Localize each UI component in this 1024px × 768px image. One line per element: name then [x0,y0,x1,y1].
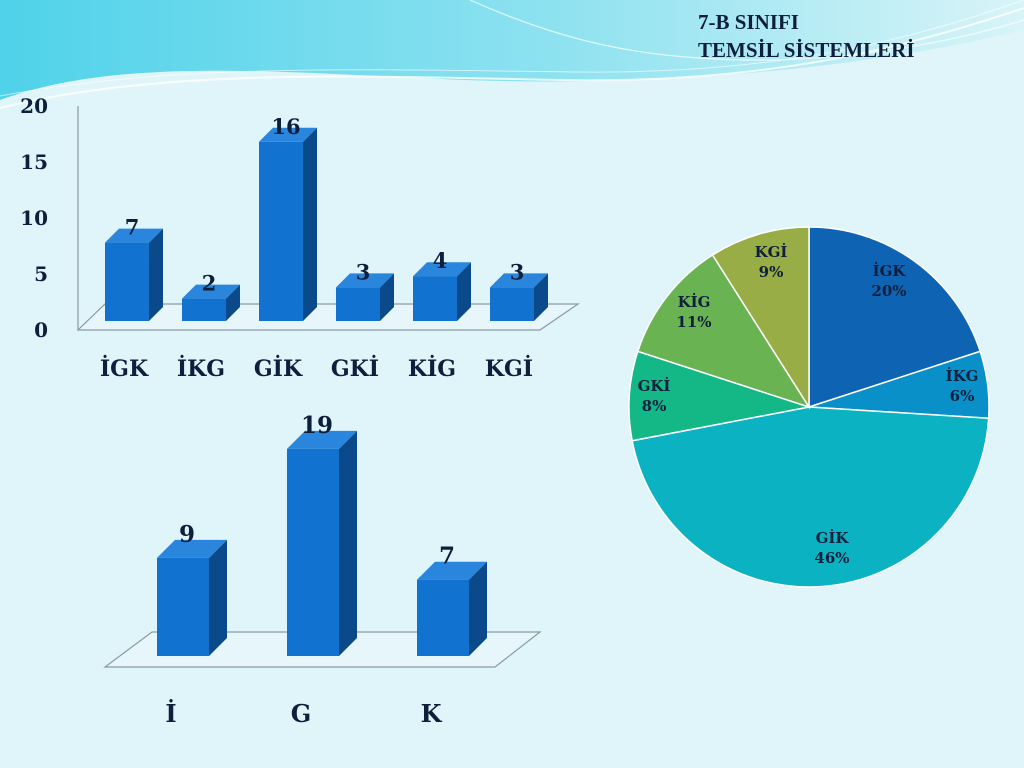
pie-label: GKİ [638,376,671,395]
data-label: 2 [202,271,217,296]
data-label: 16 [271,114,300,139]
pie-percent-label: 6% [950,387,975,405]
pie-label: KGİ [755,242,788,261]
data-label: 7 [125,215,140,240]
y-tick-label: 0 [34,318,48,342]
x-tick-label: İ [165,699,176,728]
pie-slice [628,350,810,442]
data-label: 3 [356,259,371,284]
pie-label: GİK [816,528,850,547]
bar [157,539,227,656]
bar [417,561,487,656]
pie-slice [808,226,982,409]
x-tick-label: İKG [177,354,225,382]
x-tick-label: G [291,699,312,728]
data-label: 4 [433,248,448,273]
bar [105,228,163,321]
pie-label: İKG [946,366,979,385]
pie-percent-label: 46% [814,549,849,567]
x-tick-label: KGİ [485,354,533,382]
bar [413,262,471,321]
x-tick-label: İGK [100,354,149,382]
x-tick-label: GİK [254,354,303,382]
pie-slice [631,406,990,588]
data-label: 9 [179,521,195,548]
pie-percent-label: 8% [642,397,667,415]
pie-percent-label: 20% [871,282,906,300]
pie-percent-label: 9% [759,263,784,281]
bar [336,273,394,321]
bar [259,127,317,321]
y-tick-label: 15 [20,150,48,174]
pie-slice [711,226,810,410]
bar [490,273,548,321]
x-tick-label: KİG [408,354,456,382]
pie-percent-label: 11% [676,313,711,331]
bar [287,430,357,656]
slide-title-line2: TEMSİL SİSTEMLERİ [698,38,915,62]
x-tick-label: K [421,699,443,728]
y-tick-label: 20 [20,94,48,118]
bar [182,284,240,321]
y-tick-label: 10 [20,206,48,230]
data-label: 3 [510,259,525,284]
slide-title-line1: 7-B SINIFI [698,10,799,34]
x-tick-label: GKİ [331,354,379,382]
slide-title: 7-B SINIFI TEMSİL SİSTEMLERİ [698,8,915,64]
pie-slice [636,253,811,409]
y-tick-label: 5 [34,262,48,286]
data-label: 7 [439,543,455,570]
pie-label: KİG [678,292,711,311]
pie-label: İGK [873,261,907,280]
data-label: 19 [301,412,333,439]
